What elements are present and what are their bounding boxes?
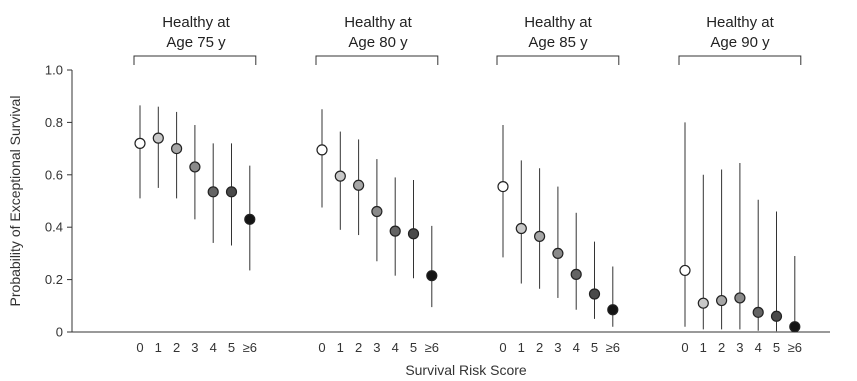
y-tick-label: 1.0	[45, 63, 63, 78]
group-title-line1: Healthy at	[162, 14, 230, 31]
x-tick-label: ≥6	[425, 340, 439, 355]
x-tick-label: ≥6	[243, 340, 257, 355]
data-point	[152, 132, 164, 144]
x-tick-label: 1	[337, 340, 344, 355]
data-point	[552, 247, 564, 259]
data-point	[244, 213, 256, 225]
x-tick-label: 3	[736, 340, 743, 355]
x-tick-label: 4	[573, 340, 580, 355]
y-tick-label: 0.6	[45, 167, 63, 182]
data-point	[407, 228, 420, 240]
data-point	[588, 288, 601, 300]
group-title-line2: Age 75 y	[166, 34, 226, 51]
data-point	[316, 144, 328, 156]
group-title-line2: Age 80 y	[348, 34, 408, 51]
x-tick-label: 4	[755, 340, 762, 355]
x-tick-label: 1	[155, 340, 162, 355]
x-tick-label: 2	[536, 340, 543, 355]
x-tick-label: 5	[228, 340, 235, 355]
data-point	[789, 321, 801, 333]
y-tick-label: 0.2	[45, 272, 63, 287]
x-tick-label: 2	[355, 340, 362, 355]
x-tick-label: 1	[518, 340, 525, 355]
data-point	[770, 310, 783, 322]
panel-group-4: Healthy at Age 90 y 0 1 2 3 4 5 ≥6	[678, 14, 802, 355]
group-bracket	[133, 55, 257, 65]
data-point	[752, 306, 764, 318]
x-tick-label: ≥6	[788, 340, 802, 355]
x-tick-label: 0	[318, 340, 325, 355]
y-tick-label: 0	[56, 325, 63, 340]
group-title-line1: Healthy at	[524, 14, 592, 31]
x-axis-label: Survival Risk Score	[405, 362, 527, 378]
group-bracket	[315, 55, 439, 65]
x-tick-label: 0	[136, 340, 143, 355]
data-point	[371, 205, 383, 218]
data-point	[715, 294, 728, 307]
x-tick-label: 4	[210, 340, 217, 355]
data-point	[225, 186, 238, 198]
data-point	[426, 270, 438, 282]
panel-group-1: Healthy at Age 75 y 0 1 2 3 4 5 ≥6	[133, 14, 257, 355]
data-point	[389, 225, 401, 237]
y-axis-label: Probability of Exceptional Survival	[7, 96, 23, 307]
data-point	[515, 222, 527, 235]
data-point	[533, 230, 546, 242]
data-point	[497, 180, 509, 193]
data-point	[134, 137, 146, 149]
x-tick-label: 5	[410, 340, 417, 355]
x-tick-label: 2	[173, 340, 180, 355]
x-tick-label: 0	[499, 340, 506, 355]
x-tick-label: 5	[591, 340, 598, 355]
group-title-line2: Age 85 y	[528, 34, 588, 51]
data-point	[334, 170, 346, 182]
data-point	[353, 179, 365, 191]
panel-group-3: Healthy at Age 85 y 0 1 2 3 4 5 ≥6	[496, 14, 620, 355]
x-tick-label: ≥6	[606, 340, 620, 355]
data-point	[679, 264, 691, 277]
y-tick-label: 0.4	[45, 220, 63, 235]
data-point	[189, 161, 201, 173]
data-point	[734, 292, 746, 304]
x-tick-label: 5	[773, 340, 780, 355]
group-title-line2: Age 90 y	[710, 34, 770, 51]
y-tick-label: 0.8	[45, 115, 63, 130]
x-tick-label: 3	[191, 340, 198, 355]
group-bracket	[496, 55, 620, 65]
data-point	[207, 186, 219, 198]
group-bracket	[678, 55, 802, 65]
x-tick-label: 3	[554, 340, 561, 355]
y-ticks: 0 0.2 0.4 0.6 0.8 1.0	[45, 63, 72, 340]
group-title-line1: Healthy at	[344, 14, 412, 31]
data-point	[607, 304, 619, 316]
axes	[71, 70, 830, 333]
data-point	[697, 297, 709, 309]
group-title-line1: Healthy at	[706, 14, 774, 31]
x-tick-label: 2	[718, 340, 725, 355]
data-point	[570, 268, 582, 280]
x-tick-label: 3	[373, 340, 380, 355]
data-point	[171, 143, 183, 155]
x-tick-label: 1	[700, 340, 707, 355]
panel-group-2: Healthy at Age 80 y 0 1 2 3 4 5 ≥6	[315, 14, 439, 355]
x-tick-label: 4	[392, 340, 399, 355]
x-tick-label: 0	[681, 340, 688, 355]
